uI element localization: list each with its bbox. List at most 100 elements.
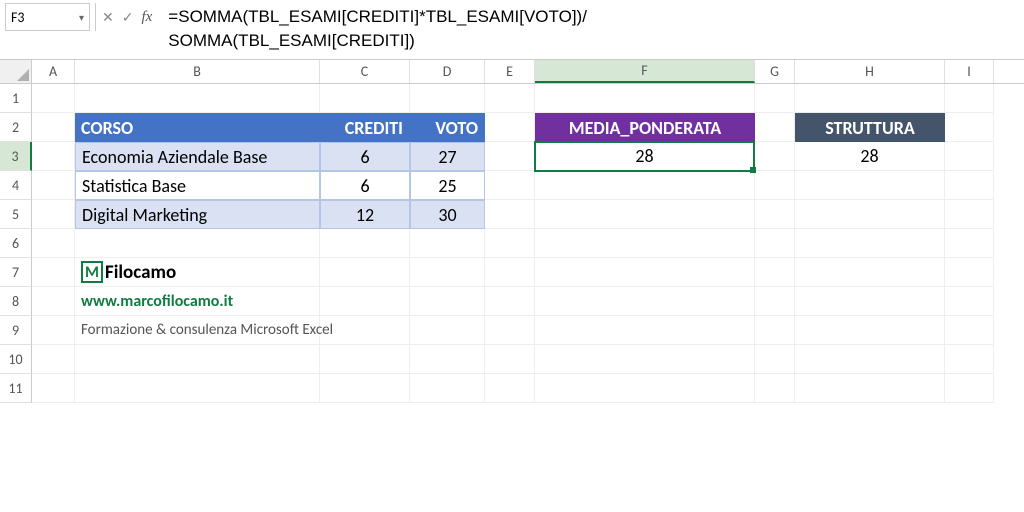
- row-header-8[interactable]: 8: [0, 287, 32, 316]
- cancel-icon[interactable]: ✕: [102, 9, 114, 26]
- cell[interactable]: [320, 287, 410, 316]
- column-header-A[interactable]: A: [32, 60, 75, 83]
- cell[interactable]: [535, 84, 755, 113]
- column-header-I[interactable]: I: [945, 60, 994, 83]
- formula-input[interactable]: =SOMMA(TBL_ESAMI[CREDITI]*TBL_ESAMI[VOTO…: [158, 0, 1024, 58]
- cell[interactable]: [485, 113, 535, 142]
- cell[interactable]: [945, 84, 994, 113]
- cell[interactable]: [485, 287, 535, 316]
- table-cell[interactable]: Economia Aziendale Base: [75, 142, 320, 171]
- cell[interactable]: [410, 287, 485, 316]
- media-header[interactable]: MEDIA_PONDERATA: [535, 113, 755, 142]
- cell[interactable]: [755, 374, 795, 403]
- cell[interactable]: [755, 171, 795, 200]
- cell[interactable]: [945, 113, 994, 142]
- cell[interactable]: [75, 84, 320, 113]
- cell[interactable]: [535, 229, 755, 258]
- cell[interactable]: [535, 200, 755, 229]
- cell[interactable]: [32, 200, 75, 229]
- column-header-B[interactable]: B: [75, 60, 320, 83]
- media-value[interactable]: 28: [535, 142, 755, 171]
- table-cell[interactable]: 6: [320, 142, 410, 171]
- table-cell[interactable]: Digital Marketing: [75, 200, 320, 229]
- cell[interactable]: [32, 345, 75, 374]
- row-header-9[interactable]: 9: [0, 316, 32, 345]
- row-header-10[interactable]: 10: [0, 345, 32, 374]
- row-header-2[interactable]: 2: [0, 113, 32, 142]
- select-all-corner[interactable]: [0, 60, 32, 83]
- cell[interactable]: [755, 287, 795, 316]
- cell[interactable]: [795, 287, 945, 316]
- cell[interactable]: [535, 316, 755, 345]
- row-header-7[interactable]: 7: [0, 258, 32, 287]
- cell[interactable]: [945, 258, 994, 287]
- column-header-C[interactable]: C: [320, 60, 410, 83]
- cell[interactable]: [755, 84, 795, 113]
- cell[interactable]: [32, 229, 75, 258]
- cell[interactable]: [410, 316, 485, 345]
- table-header-corso[interactable]: CORSO: [75, 113, 320, 142]
- cell[interactable]: [755, 113, 795, 142]
- cell[interactable]: [795, 84, 945, 113]
- cell[interactable]: [320, 229, 410, 258]
- table-cell[interactable]: 25: [410, 171, 485, 200]
- row-header-11[interactable]: 11: [0, 374, 32, 403]
- column-header-H[interactable]: H: [795, 60, 945, 83]
- table-header-voto[interactable]: VOTO: [410, 113, 485, 142]
- cell[interactable]: [320, 258, 410, 287]
- cell[interactable]: [485, 84, 535, 113]
- cell[interactable]: [410, 258, 485, 287]
- cells-area[interactable]: CORSO CREDITI VOTO MEDIA_PONDERATA STRUT…: [32, 84, 1024, 403]
- cell[interactable]: [320, 345, 410, 374]
- row-header-3[interactable]: 3: [0, 142, 32, 171]
- cell[interactable]: [410, 229, 485, 258]
- cell[interactable]: [535, 345, 755, 374]
- cell[interactable]: [535, 171, 755, 200]
- cell[interactable]: [32, 316, 75, 345]
- cell[interactable]: [795, 200, 945, 229]
- brand-tagline[interactable]: Formazione & consulenza Microsoft Excel: [75, 316, 320, 345]
- table-cell[interactable]: 6: [320, 171, 410, 200]
- cell[interactable]: [485, 171, 535, 200]
- cell[interactable]: [945, 345, 994, 374]
- row-header-4[interactable]: 4: [0, 171, 32, 200]
- cell[interactable]: [945, 229, 994, 258]
- cell[interactable]: [755, 316, 795, 345]
- column-header-F[interactable]: F: [535, 60, 755, 83]
- table-cell[interactable]: 27: [410, 142, 485, 171]
- cell[interactable]: [755, 229, 795, 258]
- cell[interactable]: [485, 142, 535, 171]
- cell[interactable]: [75, 229, 320, 258]
- cell[interactable]: [410, 374, 485, 403]
- cell[interactable]: [945, 142, 994, 171]
- column-header-E[interactable]: E: [485, 60, 535, 83]
- cell[interactable]: [485, 229, 535, 258]
- cell[interactable]: [485, 200, 535, 229]
- cell[interactable]: [755, 345, 795, 374]
- row-header-1[interactable]: 1: [0, 84, 32, 113]
- cell[interactable]: [75, 345, 320, 374]
- cell[interactable]: [795, 345, 945, 374]
- cell[interactable]: [32, 113, 75, 142]
- cell[interactable]: [795, 258, 945, 287]
- cell[interactable]: [410, 345, 485, 374]
- cell[interactable]: [485, 374, 535, 403]
- confirm-icon[interactable]: ✓: [122, 9, 134, 26]
- cell[interactable]: [32, 171, 75, 200]
- chevron-down-icon[interactable]: ▾: [79, 11, 84, 24]
- cell[interactable]: [32, 142, 75, 171]
- table-cell[interactable]: 12: [320, 200, 410, 229]
- cell[interactable]: [755, 258, 795, 287]
- row-header-5[interactable]: 5: [0, 200, 32, 229]
- cell[interactable]: [320, 316, 410, 345]
- brand-url[interactable]: www.marcofilocamo.it: [75, 287, 320, 316]
- cell[interactable]: [535, 258, 755, 287]
- cell[interactable]: [945, 316, 994, 345]
- fx-icon[interactable]: fx: [141, 9, 152, 26]
- cell[interactable]: [795, 374, 945, 403]
- name-box[interactable]: F3 ▾: [5, 3, 90, 31]
- struttura-header[interactable]: STRUTTURA: [795, 113, 945, 142]
- table-cell[interactable]: Statistica Base: [75, 171, 320, 200]
- column-header-D[interactable]: D: [410, 60, 485, 83]
- cell[interactable]: [485, 258, 535, 287]
